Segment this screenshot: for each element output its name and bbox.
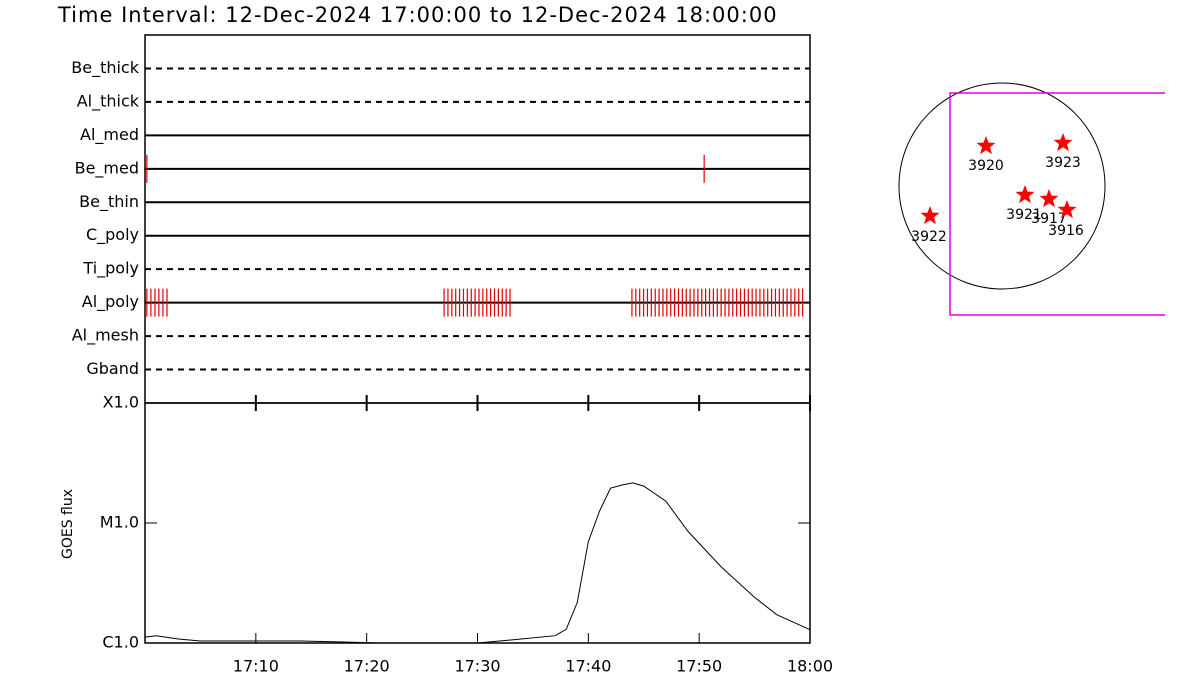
page-title: Time Interval: 12-Dec-2024 17:00:00 to 1… — [57, 3, 778, 27]
region-label: 3921 — [1006, 207, 1042, 223]
region-label: 3922 — [911, 229, 947, 245]
region-star — [976, 136, 996, 155]
filter-label: Gband — [86, 359, 139, 378]
filter-label: Ti_poly — [82, 259, 139, 279]
x-tick-label: 17:30 — [454, 657, 500, 676]
filter-label: Al_med — [80, 125, 139, 145]
y-axis-label: GOES flux — [60, 489, 76, 559]
y-tick-label: M1.0 — [100, 513, 139, 532]
filter-label: Al_thick — [77, 91, 140, 111]
filter-label: C_poly — [86, 225, 139, 245]
filter-label: Al_mesh — [72, 326, 139, 346]
solar-disk — [898, 82, 1106, 290]
filter-label: Be_med — [75, 158, 139, 178]
x-tick-label: 18:00 — [787, 657, 833, 676]
region-star — [1015, 185, 1035, 204]
fov-box — [949, 92, 1165, 316]
flux-frame — [144, 402, 811, 644]
x-tick-label: 17:40 — [565, 657, 611, 676]
region-label: 3920 — [968, 158, 1004, 174]
timeline-frame — [144, 34, 811, 404]
region-label: 3923 — [1045, 155, 1081, 171]
region-star — [920, 206, 940, 225]
region-label: 3917 — [1031, 211, 1067, 227]
flux-curve — [144, 482, 811, 644]
filter-label: Al_poly — [82, 292, 139, 312]
region-star — [1053, 133, 1073, 152]
x-tick-label: 17:50 — [676, 657, 722, 676]
y-tick-label: C1.0 — [102, 633, 139, 652]
region-star — [1039, 189, 1059, 208]
x-tick-label: 17:20 — [344, 657, 390, 676]
y-tick-label: X1.0 — [103, 393, 139, 412]
region-label: 3916 — [1048, 223, 1084, 239]
region-star — [1057, 200, 1077, 219]
x-tick-label: 17:10 — [233, 657, 279, 676]
filter-label: Be_thin — [79, 192, 139, 212]
filter-label: Be_thick — [71, 58, 139, 78]
